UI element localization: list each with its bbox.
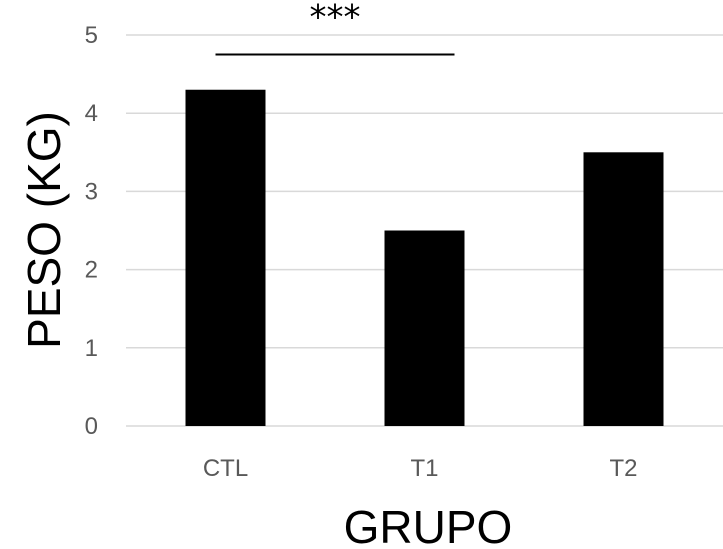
significance-annotations: *** [215, 0, 455, 56]
x-axis-ticks: CTL T1 T2 [203, 455, 638, 482]
x-tick-label: T2 [609, 455, 637, 482]
x-axis-title: GRUPO [344, 501, 513, 549]
bar-ctl [185, 89, 266, 427]
y-tick-label: 4 [85, 100, 98, 127]
y-axis-title: PESO (KG) [18, 111, 70, 349]
y-tick-label: 2 [85, 257, 98, 284]
y-tick-label: 0 [85, 413, 98, 440]
x-tick-label: CTL [203, 455, 248, 482]
y-tick-label: 1 [85, 335, 98, 362]
bars [185, 89, 664, 427]
y-axis-ticks: 0 1 2 3 4 5 [85, 22, 98, 440]
y-tick-label: 3 [85, 178, 98, 205]
y-tick-label: 5 [85, 22, 98, 49]
bar-t1 [384, 230, 465, 426]
significance-label: *** [310, 0, 361, 38]
x-tick-label: T1 [410, 455, 438, 482]
bar-t2 [583, 152, 664, 427]
